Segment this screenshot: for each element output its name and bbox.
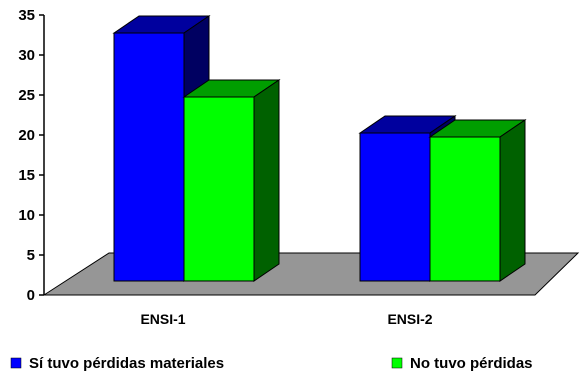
bar-ensi-1-series-2 <box>182 79 281 282</box>
bar-front-face <box>359 132 431 282</box>
bar-front-face <box>429 136 501 282</box>
bar-front-face <box>183 96 255 282</box>
x-category-label: ENSI-2 <box>387 311 432 327</box>
y-tick-label: 5 <box>27 247 35 264</box>
legend: Sí tuvo pérdidas materiales No tuvo pérdi… <box>10 355 533 372</box>
bar-side-face <box>253 79 280 282</box>
bars <box>112 15 527 282</box>
y-tick-label: 20 <box>18 127 35 144</box>
y-tick-label: 30 <box>18 47 35 64</box>
bar-side-face <box>499 119 526 282</box>
y-tick-label: 0 <box>27 287 35 304</box>
bar-front-face <box>113 32 185 282</box>
y-axis: 0 5 10 15 20 25 30 35 <box>18 7 45 304</box>
x-axis-labels: ENSI-1 ENSI-2 <box>140 311 432 327</box>
y-tick-label: 35 <box>18 7 35 24</box>
x-category-label: ENSI-1 <box>140 311 185 327</box>
y-tick-label: 25 <box>18 87 35 104</box>
y-tick-label: 10 <box>18 207 35 224</box>
legend-swatch <box>10 357 22 369</box>
bar-ensi-2-series-2 <box>428 119 527 282</box>
legend-label: Sí tuvo pérdidas materiales <box>29 355 224 372</box>
legend-swatch <box>391 357 403 369</box>
legend-label: No tuvo pérdidas <box>410 355 533 372</box>
y-tick-label: 15 <box>18 167 35 184</box>
